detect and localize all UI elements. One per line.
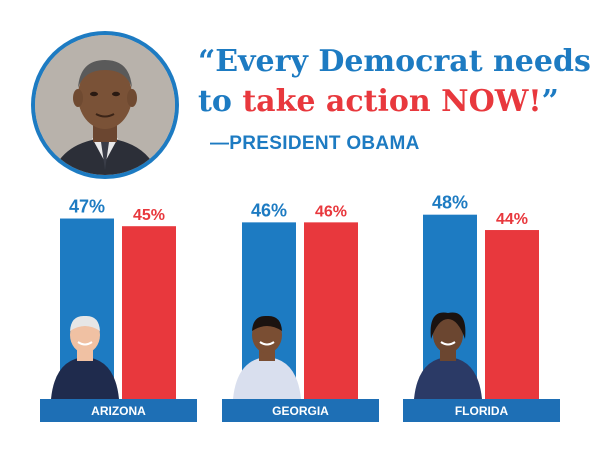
bar-red-arizona bbox=[122, 226, 176, 399]
candidate-photo-georgia bbox=[233, 315, 301, 399]
bar-red-georgia bbox=[304, 222, 358, 399]
state-label-florida: FLORIDA bbox=[455, 404, 509, 418]
value-label-red-georgia: 46% bbox=[315, 203, 347, 220]
state-label-georgia: GEORGIA bbox=[272, 404, 329, 418]
quote-suffix: ” bbox=[541, 84, 559, 119]
quote-highlight: take action NOW! bbox=[242, 84, 542, 119]
quote-line-1: “Every Democrat needs bbox=[198, 44, 591, 79]
quote: “Every Democrat needs to take action NOW… bbox=[198, 42, 593, 122]
candidate-photo-arizona bbox=[51, 315, 119, 399]
candidate-photo-florida bbox=[414, 312, 482, 399]
value-label-red-florida: 44% bbox=[496, 211, 528, 228]
state-label-bar-georgia bbox=[222, 399, 379, 422]
quote-attribution: —PRESIDENT OBAMA bbox=[210, 133, 420, 154]
state-label-bar-florida bbox=[403, 399, 560, 422]
value-label-red-arizona: 45% bbox=[133, 207, 165, 224]
value-label-blue-florida: 48% bbox=[432, 193, 468, 213]
bar-red-florida bbox=[485, 230, 539, 399]
state-label-bar-arizona bbox=[40, 399, 197, 422]
obama-portrait bbox=[31, 31, 179, 179]
value-label-blue-georgia: 46% bbox=[251, 200, 287, 220]
quote-line-2: to take action NOW!” bbox=[198, 82, 593, 122]
state-label-arizona: ARIZONA bbox=[91, 404, 146, 418]
quote-prefix: to bbox=[198, 84, 243, 119]
value-label-blue-arizona: 47% bbox=[69, 197, 105, 217]
